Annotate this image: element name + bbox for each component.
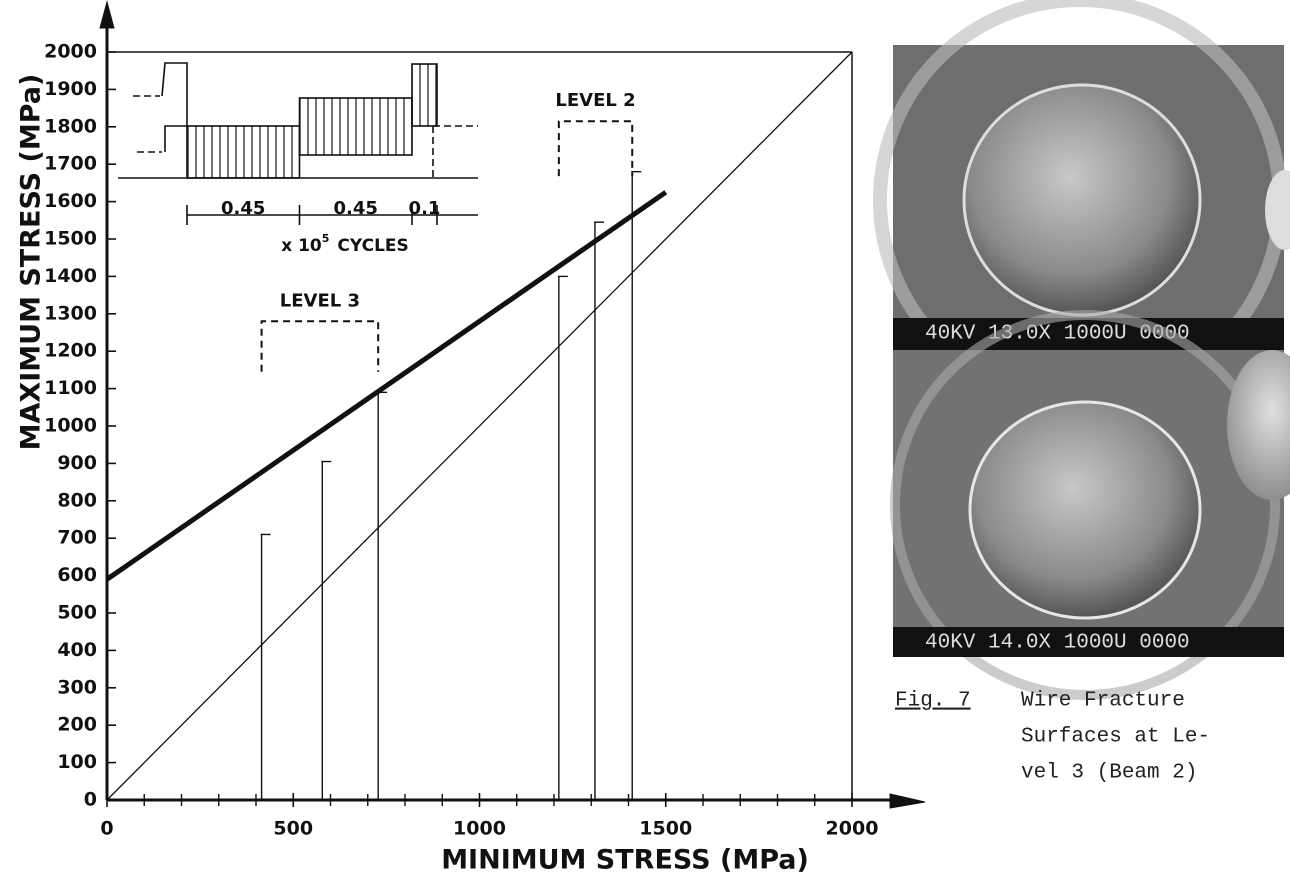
stress-range [261,534,271,800]
unit-suffix: CYCLES [337,236,408,256]
y-tick-label: 300 [57,676,97,698]
duration-label: 0.1 [409,198,441,219]
figure: 0 100 200 300 400 500 600 700 800 900 1000 1100 1200… [0,0,1290,879]
y-tick-label: 100 [57,751,97,773]
x-tick-label: 2000 [826,818,879,840]
y-tick-label: 800 [57,489,97,511]
x-tick-label: 1000 [453,818,506,840]
y-tick-label: 1900 [44,78,97,100]
y-tick-label: 1000 [44,415,97,437]
figure-label: Fig. 7 [895,690,971,713]
stress-range [321,462,331,800]
cycles-unit: x 105 CYCLES [281,232,409,256]
load-block [412,64,437,126]
duration-label: 0.45 [221,198,265,219]
stress-range [594,222,604,800]
x-tick-label: 500 [273,818,313,840]
y-tick-label: 1800 [44,115,97,137]
y-tick-label: 200 [57,714,97,736]
unit-prefix: x 10 [281,236,322,256]
stress-range [377,392,387,800]
y-tick-label: 0 [84,789,97,811]
y-axis-label: MAXIMUM STRESS (MPa) [16,74,47,451]
y-tick-label: 600 [57,564,97,586]
caption-line: Surfaces at Le- [1021,726,1210,749]
unit-exponent: 5 [322,232,330,245]
y-tick-label: 1700 [44,153,97,175]
level-label: LEVEL 3 [280,290,360,311]
plot-area: 0 100 200 300 400 500 600 700 800 900 1000 1100 1200… [44,41,878,840]
y-tick-label: 1300 [44,302,97,324]
x-axis-label: MINIMUM STRESS (MPa) [441,845,809,876]
y-tick-label: 2000 [44,41,97,63]
y-tick-label: 1600 [44,190,97,212]
axes [100,2,925,808]
level-label: LEVEL 2 [555,90,635,111]
y-tick-label: 700 [57,527,97,549]
level-bracket [262,321,379,371]
y-tick-label: 400 [57,639,97,661]
loading-program-inset: 0.45 0.45 0.1 x 105 CYCLES [118,63,478,256]
photo-top: 40KV 13.0X 1000U 0000 [880,0,1290,400]
x-tick-label: 1500 [639,818,692,840]
y-tick-label: 1100 [44,377,97,399]
y-tick-label: 1400 [44,265,97,287]
y-tick-label: 1500 [44,228,97,250]
page: 0 100 200 300 400 500 600 700 800 900 1000 1100 1200… [0,0,1290,879]
caption-line: vel 3 (Beam 2) [1021,762,1197,785]
duration-label: 0.45 [334,198,378,219]
load-block [300,98,413,155]
y-tick-label: 1200 [44,340,97,362]
stress-range [558,276,568,800]
caption-line: Wire Fracture [1021,690,1185,713]
x-tick-label: 0 [100,818,113,840]
y-tick-label: 500 [57,602,97,624]
y-tick-label: 900 [57,452,97,474]
load-block [187,126,300,178]
photo-scale-text: 40KV 14.0X 1000U 0000 [925,632,1190,655]
level-bracket [559,121,632,176]
photo-bottom: 40KV 14.0X 1000U 0000 [893,315,1290,695]
